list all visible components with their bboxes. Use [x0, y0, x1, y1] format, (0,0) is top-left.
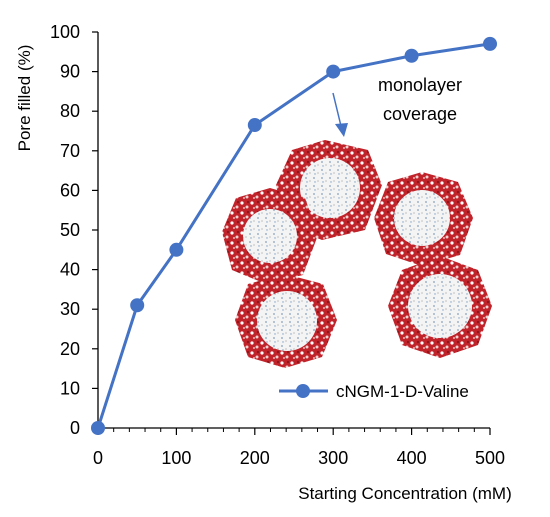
- series-layer: [91, 36, 497, 435]
- x-ticks: 0 100 200 300 400 500: [93, 428, 505, 468]
- annotation-line-2: coverage: [383, 104, 457, 124]
- y-tick-label: 70: [60, 141, 80, 161]
- y-tick-label: 10: [60, 378, 80, 398]
- pore-right: [374, 172, 473, 266]
- x-tick-label: 200: [240, 448, 270, 468]
- data-point: [247, 118, 262, 133]
- data-point: [404, 48, 419, 63]
- pore-left: [222, 188, 318, 284]
- legend: cNGM-1-D-Valine: [279, 382, 469, 401]
- data-point: [326, 64, 341, 79]
- data-point: [91, 421, 105, 435]
- legend-swatch-marker: [296, 384, 310, 398]
- x-tick-label: 300: [318, 448, 348, 468]
- annotation-line-1: monolayer: [378, 75, 462, 95]
- y-tick-label: 90: [60, 62, 80, 82]
- y-tick-label: 100: [50, 22, 80, 42]
- x-tick-label: 0: [93, 448, 103, 468]
- molecular-pore-structures-illustration: [222, 140, 492, 368]
- annotation-arrow-head: [335, 123, 348, 137]
- data-point: [130, 298, 145, 313]
- y-axis-title: Pore filled (%): [15, 45, 34, 152]
- x-tick-label: 400: [397, 448, 427, 468]
- data-point: [483, 36, 497, 51]
- x-minor-ticks: [113, 428, 475, 432]
- y-tick-label: 0: [70, 418, 80, 438]
- y-tick-label: 20: [60, 339, 80, 359]
- y-ticks: 0 10 20 30 40 50 60 70 80 90 100: [50, 22, 98, 438]
- x-tick-label: 100: [161, 448, 191, 468]
- x-axis-title: Starting Concentration (mM): [298, 484, 512, 503]
- y-tick-label: 60: [60, 180, 80, 200]
- pore-bottom-left: [235, 274, 337, 368]
- axes: 0 10 20 30 40 50 60 70 80 90 100 0 100 200 300 400 500: [50, 22, 505, 468]
- y-tick-label: 40: [60, 260, 80, 280]
- y-tick-label: 50: [60, 220, 80, 240]
- y-tick-label: 80: [60, 101, 80, 121]
- monolayer-coverage-annotation: monolayer coverage: [332, 75, 462, 137]
- y-tick-label: 30: [60, 299, 80, 319]
- legend-label: cNGM-1-D-Valine: [336, 382, 469, 401]
- annotation-arrow-line: [332, 92, 342, 127]
- x-tick-label: 500: [475, 448, 505, 468]
- pore-bottom-right: [388, 256, 492, 358]
- data-point: [169, 242, 184, 257]
